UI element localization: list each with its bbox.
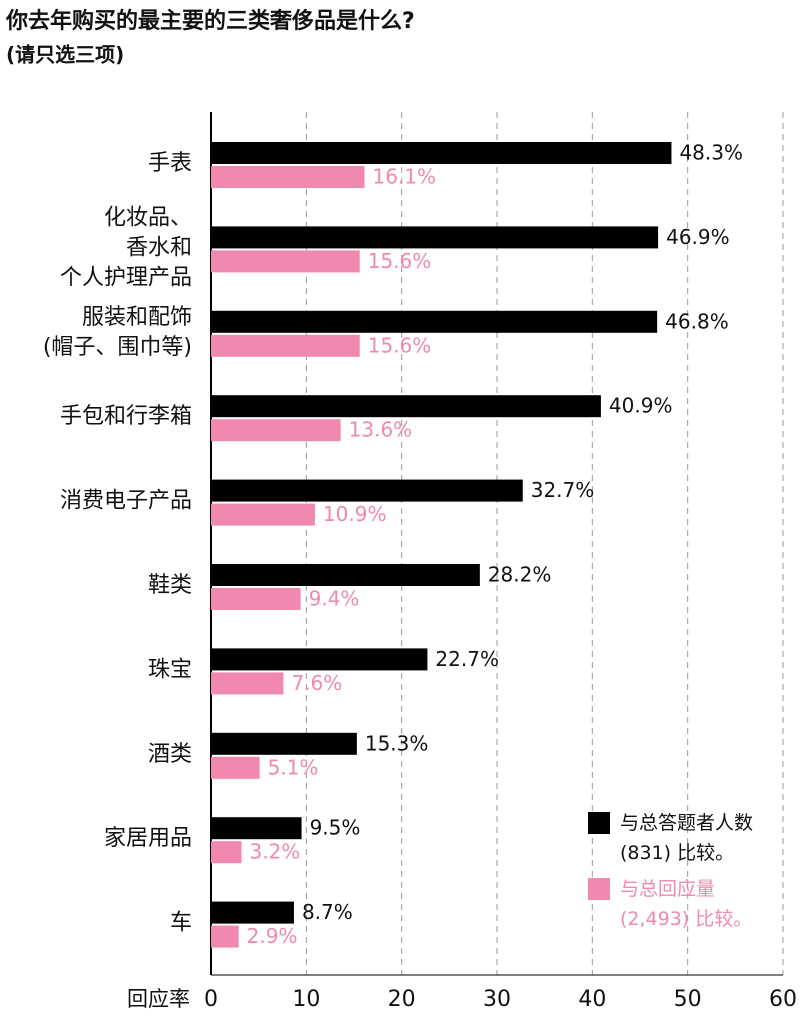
value-label: 10.9% xyxy=(323,502,387,526)
value-label: 32.7% xyxy=(531,478,595,502)
chart-title: 你去年购买的最主要的三类奢侈品是什么? xyxy=(5,8,415,34)
bar xyxy=(211,479,523,502)
y-tick-label: 手包和行李箱 xyxy=(60,404,192,429)
value-label: 16.1% xyxy=(372,165,436,189)
bar xyxy=(211,334,360,357)
bar xyxy=(211,732,357,755)
y-tick-label: 车 xyxy=(170,911,192,936)
x-tick-label: 10 xyxy=(292,987,320,1012)
value-label: 13.6% xyxy=(349,418,413,442)
value-label: 40.9% xyxy=(609,394,673,418)
x-tick-label: 30 xyxy=(483,987,511,1012)
bar xyxy=(211,250,360,273)
y-tick-label: 酒类 xyxy=(148,742,192,767)
bar xyxy=(211,817,302,840)
y-tick-label: 服装和配饰 xyxy=(82,305,192,330)
bar xyxy=(211,166,365,188)
legend-label: 与总答题者人数(831) 比较。 xyxy=(620,812,754,864)
bar xyxy=(211,901,294,924)
value-label: 46.8% xyxy=(665,309,729,333)
value-label: 28.2% xyxy=(488,563,552,587)
bar xyxy=(211,925,239,948)
x-tick-label: 60 xyxy=(769,987,797,1012)
y-tick-label: 香水和 xyxy=(126,235,192,260)
y-tick-label: 手表 xyxy=(148,151,192,176)
value-label: 2.9% xyxy=(247,924,298,948)
value-label: 48.3% xyxy=(679,141,743,165)
bar xyxy=(211,564,480,586)
bar xyxy=(211,648,428,671)
bar xyxy=(211,395,601,418)
value-label: 8.7% xyxy=(302,900,353,924)
y-tick-label: 鞋类 xyxy=(148,573,192,598)
x-tick-label: 50 xyxy=(674,987,702,1012)
y-tick-label: 化妆品、 xyxy=(104,205,192,230)
legend-label: 与总回应量(2,493) 比较。 xyxy=(620,878,753,930)
bar xyxy=(211,756,260,779)
bar xyxy=(211,419,341,442)
value-label: 46.9% xyxy=(666,225,730,249)
legend-swatch xyxy=(588,878,610,900)
bar xyxy=(211,841,242,864)
y-tick-label: 消费电子产品 xyxy=(60,489,192,514)
bar xyxy=(211,226,659,249)
value-label: 3.2% xyxy=(250,840,301,864)
bar xyxy=(211,310,658,333)
bar xyxy=(211,142,672,164)
bar xyxy=(211,588,301,610)
x-tick-label: 40 xyxy=(578,987,606,1012)
x-tick-label: 0 xyxy=(204,987,218,1012)
value-label: 15.6% xyxy=(368,249,432,273)
value-label: 9.5% xyxy=(310,816,361,840)
y-tick-label: 家居用品 xyxy=(104,826,192,851)
y-tick-label: 个人护理产品 xyxy=(60,265,192,290)
value-label: 5.1% xyxy=(268,755,319,779)
legend-swatch xyxy=(588,812,610,834)
x-axis-label: 回应率 xyxy=(127,987,190,1011)
value-label: 15.3% xyxy=(365,731,429,755)
y-tick-label: 珠宝 xyxy=(148,657,192,682)
bar xyxy=(211,672,284,695)
value-label: 15.6% xyxy=(368,333,432,357)
x-tick-label: 20 xyxy=(388,987,416,1012)
y-tick-label: (帽子、围巾等) xyxy=(43,335,192,360)
chart-subtitle: (请只选三项) xyxy=(6,43,124,67)
value-label: 22.7% xyxy=(435,647,499,671)
bar xyxy=(211,503,315,526)
value-label: 9.4% xyxy=(309,587,360,611)
value-label: 7.6% xyxy=(291,671,342,695)
